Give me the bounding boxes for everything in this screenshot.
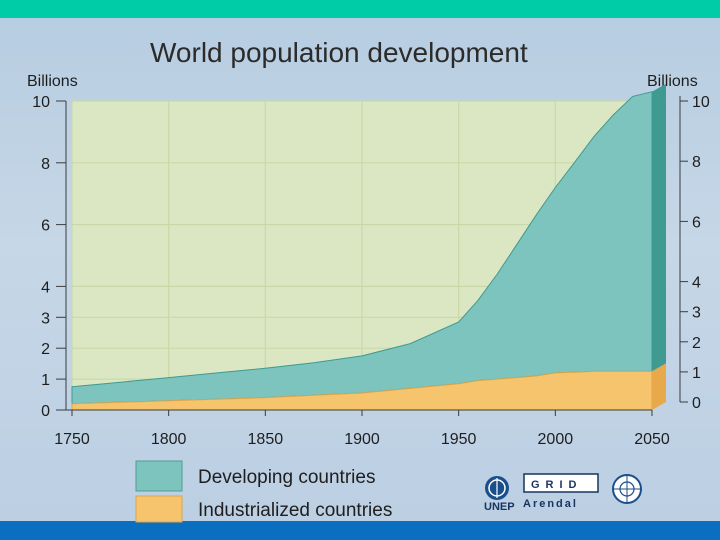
arendal-logo-text: Arendal [523,498,578,510]
legend-label-developing: Developing countries [198,467,375,488]
right-tick-label: 4 [692,275,701,292]
x-tick-labels: 1750 1800 1850 1900 1950 2000 2050 [54,410,670,448]
top-accent-bar [0,0,720,18]
x-tick-label: 1850 [248,431,284,448]
axes [65,96,681,411]
right-tick-label: 10 [692,94,710,111]
right-tick-label: 3 [692,305,701,322]
left-tick-labels: 0 1 2 3 4 6 8 10 [32,94,66,420]
left-tick-label: 6 [41,218,50,235]
right-tick-label: 8 [692,154,701,171]
right-tick-label: 0 [692,395,701,412]
legend: Developing countries Industrialized coun… [135,460,392,523]
right-tick-label: 1 [692,365,701,382]
bottom-accent-bar [0,521,720,540]
left-tick-label: 1 [41,372,50,389]
x-tick-label: 1800 [151,431,187,448]
right-axis-title: Billions [647,73,698,90]
chart-title: World population development [150,37,528,68]
left-tick-label: 0 [41,403,50,420]
un-logo [612,474,642,504]
grid-arendal-logo: GRID Arendal [523,473,599,510]
right-tick-label: 2 [692,335,701,352]
legend-swatch-industrialized [135,495,183,523]
x-tick-label: 2050 [634,431,670,448]
area-edge-developing [652,83,666,372]
legend-swatch-developing [135,460,183,492]
unep-logo: UNEP [484,476,515,513]
x-tick-label: 2000 [538,431,574,448]
left-tick-label: 3 [41,310,50,327]
left-tick-label: 2 [41,341,50,358]
left-axis-title: Billions [27,73,78,90]
x-tick-label: 1950 [441,431,477,448]
right-tick-labels: 0 1 2 3 4 6 8 10 [680,94,710,412]
x-tick-label: 1750 [54,431,90,448]
area-edge-industrialized [652,363,666,410]
unep-label: UNEP [484,501,515,513]
series-areas [71,83,666,411]
legend-label-industrialized: Industrialized countries [198,500,392,521]
left-tick-label: 4 [41,279,50,296]
grid-logo-text: GRID [531,479,583,491]
right-tick-label: 6 [692,214,701,231]
left-tick-label: 10 [32,94,50,111]
left-tick-label: 8 [41,156,50,173]
x-tick-label: 1900 [344,431,380,448]
